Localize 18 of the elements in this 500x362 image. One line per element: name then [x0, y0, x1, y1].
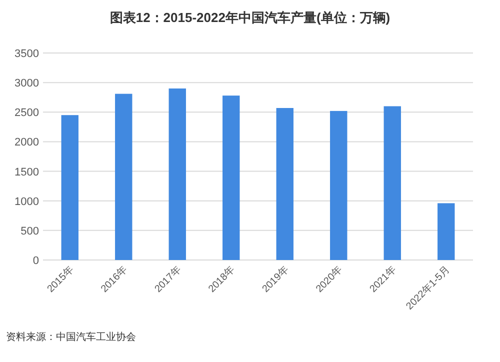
y-tick-label: 2000	[14, 136, 39, 149]
bar	[438, 203, 455, 260]
y-tick-label: 0	[32, 255, 39, 267]
bar	[168, 88, 186, 260]
bar	[222, 96, 240, 260]
bar	[276, 108, 294, 260]
y-tick-label: 1000	[14, 196, 39, 208]
chart-title: 图表12：2015-2022年中国汽车产量(单位：万辆)	[110, 10, 390, 25]
y-tick-label: 3500	[14, 48, 39, 60]
bar	[61, 115, 78, 260]
y-tick-label: 2500	[14, 107, 39, 120]
y-tick-label: 500	[20, 225, 39, 238]
bar	[115, 94, 132, 260]
bar	[384, 106, 401, 260]
text: 资料来源：中国汽车工业协会	[6, 331, 136, 343]
y-tick-label: 1500	[14, 166, 39, 178]
y-tick-label: 3000	[14, 78, 39, 90]
bar	[330, 110, 348, 260]
